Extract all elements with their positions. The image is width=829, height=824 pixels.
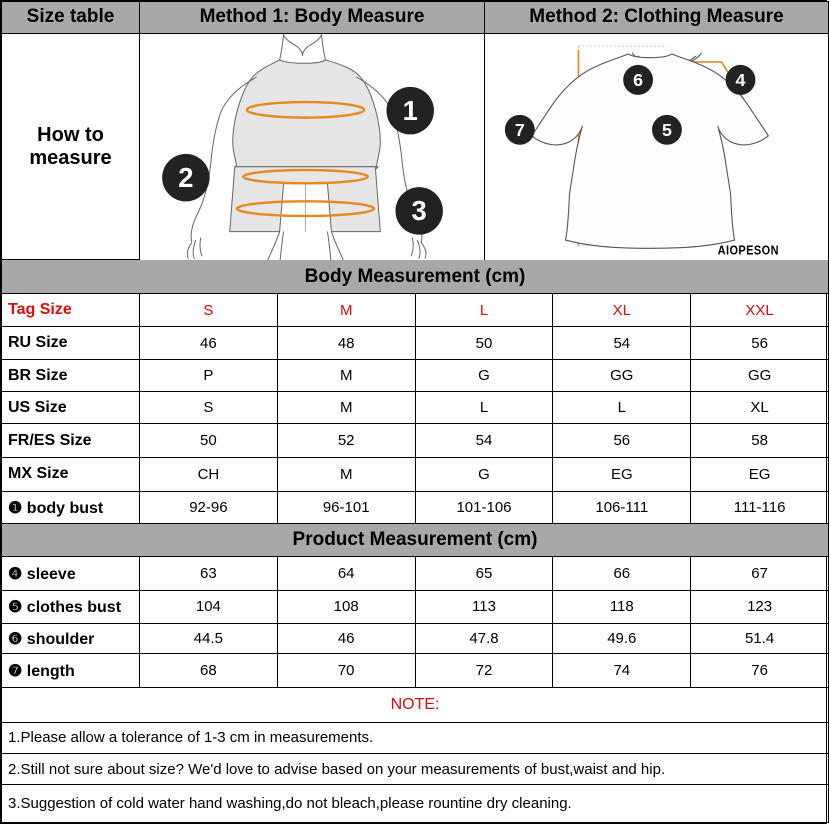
svg-text:3: 3 [412,195,427,226]
svg-text:1: 1 [403,94,418,125]
svg-text:5: 5 [662,119,672,139]
svg-text:6: 6 [633,69,643,89]
svg-text:AIOPESON: AIOPESON [718,242,779,257]
svg-text:7: 7 [515,119,525,139]
svg-text:4: 4 [736,69,746,89]
svg-text:2: 2 [178,161,193,192]
